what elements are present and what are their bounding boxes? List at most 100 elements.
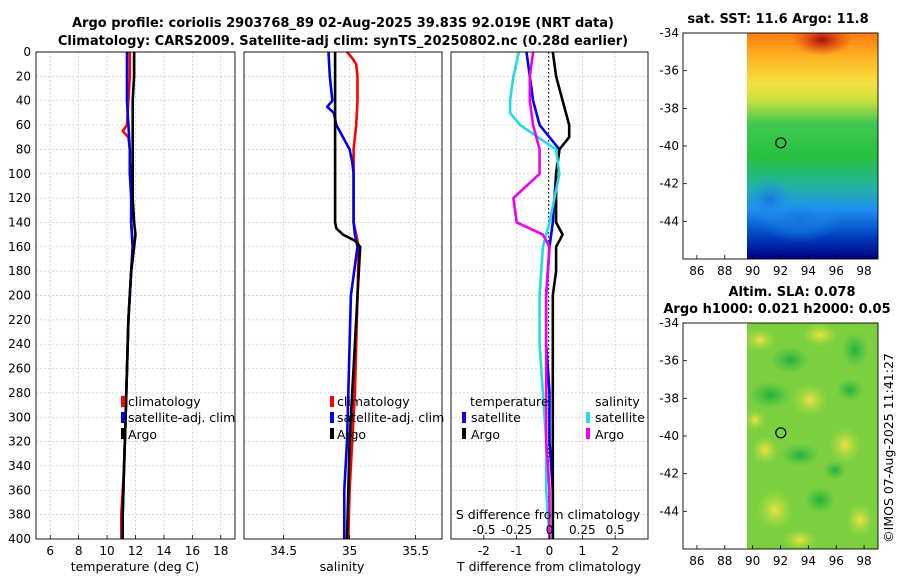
map-x-tick-label: 92 — [773, 264, 788, 278]
y-tick-label: 100 — [8, 167, 31, 181]
legend-label-argo: Argo — [337, 427, 366, 442]
legend-swatch-satellite-adj — [330, 412, 334, 423]
sla-patch — [751, 436, 779, 464]
y-tick-label: 20 — [16, 69, 31, 83]
y-tick-label: 160 — [8, 240, 31, 254]
x-tick-label: 16 — [185, 544, 200, 558]
sla-patch — [747, 410, 765, 430]
legend-swatch-temp-satellite — [462, 412, 466, 423]
sla-patch — [780, 443, 820, 467]
sla-patch — [782, 530, 818, 549]
salinity-x-label: salinity — [320, 559, 365, 574]
y-tick-label: 80 — [16, 142, 31, 156]
legend-label-argo: Argo — [128, 427, 157, 442]
x-tick-label: 1 — [579, 544, 587, 558]
legend-swatch-climatology — [330, 396, 334, 407]
map-y-tick-label: -36 — [659, 64, 679, 78]
legend-swatch-sal-satellite — [586, 412, 590, 423]
depth-y-ticks: 0 20 40 60 80 100 120 140 160 180 200 220 240 260 280 3… — [8, 45, 31, 546]
y-tick-label: 320 — [8, 435, 31, 449]
sla-patch — [757, 490, 793, 530]
legend-swatch-argo — [121, 428, 125, 439]
sla-patch — [748, 381, 792, 409]
map-x-tick-label: 88 — [717, 554, 732, 568]
y-tick-label: 340 — [8, 459, 31, 473]
salinity-legend: climatology satellite-adj. clim Argo — [330, 394, 444, 442]
map-x-tick-label: 90 — [745, 264, 760, 278]
sla-patch — [770, 346, 810, 374]
series-line-argo — [121, 52, 137, 539]
top-tick-label: -0.25 — [501, 523, 532, 537]
sla-patch — [802, 323, 838, 347]
y-tick-label: 120 — [8, 191, 31, 205]
top-tick-label: 0.5 — [606, 523, 625, 537]
map-x-tick-label: 94 — [801, 264, 816, 278]
legend-swatch-argo — [330, 428, 334, 439]
difference-x-label: T difference from climatology — [456, 559, 642, 574]
y-tick-label: 360 — [8, 483, 31, 497]
sla-patch — [836, 378, 864, 402]
map-x-tick-label: 96 — [829, 264, 844, 278]
series-line-salinity-argo — [512, 51, 551, 539]
y-tick-label: 260 — [8, 362, 31, 376]
sla-map: Altim. SLA: 0.078 Argo h1000: 0.021 h200… — [659, 285, 890, 568]
series-line-temperature-argo — [551, 51, 571, 539]
y-tick-label: 140 — [8, 215, 31, 229]
legend-label-sal-satellite: satellite — [595, 410, 645, 425]
map-x-tick-label: 94 — [801, 554, 816, 568]
sla-map-title: Altim. SLA: 0.078 — [729, 285, 856, 300]
difference-x-ticks: -2 -1 0 1 2 — [478, 535, 619, 558]
x-tick-label: 34.5 — [270, 544, 297, 558]
sst-map-title: sat. SST: 11.6 Argo: 11.8 — [687, 12, 868, 27]
y-tick-label: 240 — [8, 337, 31, 351]
x-tick-label: -1 — [511, 544, 523, 558]
sst-warm-patch — [792, 33, 852, 56]
y-tick-label: 280 — [8, 386, 31, 400]
map-x-tick-label: 88 — [717, 264, 732, 278]
salinity-panel: 34.5 35 35.5 salinity climatology satellit… — [243, 51, 444, 574]
map-x-tick-label: 86 — [689, 264, 704, 278]
y-tick-label: 0 — [23, 45, 31, 59]
map-y-tick-label: -44 — [659, 214, 679, 228]
temperature-grid — [36, 51, 235, 540]
sla-patch — [747, 328, 776, 352]
x-tick-label: 0 — [546, 544, 554, 558]
y-tick-label: 400 — [8, 532, 31, 546]
legend-label-temp-argo: Argo — [471, 427, 500, 442]
difference-series — [508, 51, 571, 540]
temperature-series — [120, 52, 137, 539]
temperature-legend: climatology satellite-adj. clim Argo — [121, 394, 235, 442]
legend-title-salinity: salinity — [595, 394, 640, 409]
sla-patch — [823, 460, 847, 480]
map-y-tick-label: -44 — [659, 504, 679, 518]
y-tick-label: 220 — [8, 313, 31, 327]
y-tick-label: 200 — [8, 289, 31, 303]
map-x-tick-label: 92 — [773, 554, 788, 568]
difference-legend: temperature satellite Argo salinity sate… — [462, 394, 645, 442]
sla-anomaly-patches — [747, 323, 874, 549]
legend-swatch-sal-argo — [586, 428, 590, 439]
salinity-axes-frame — [243, 51, 443, 540]
x-tick-label: 6 — [46, 544, 54, 558]
sla-patch — [792, 384, 828, 416]
sla-patch — [846, 504, 874, 536]
x-tick-label: 14 — [156, 544, 171, 558]
map-x-tick-label: 98 — [856, 264, 871, 278]
y-tick-label: 60 — [16, 118, 31, 132]
legend-label-satellite-adj: satellite-adj. clim — [128, 410, 235, 425]
salinity-difference-label: S difference from climatology — [456, 507, 641, 522]
figure-title-line2: Climatology: CARS2009. Satellite-adj cli… — [58, 34, 628, 49]
map-y-tick-label: -38 — [659, 101, 679, 115]
legend-label-sal-argo: Argo — [595, 427, 624, 442]
top-tick-label: 0 — [546, 523, 554, 537]
legend-swatch-satellite-adj — [121, 412, 125, 423]
x-tick-label: -2 — [478, 544, 490, 558]
difference-grid — [451, 51, 648, 540]
y-tick-label: 180 — [8, 264, 31, 278]
salinity-series — [325, 51, 362, 540]
y-tick-label: 380 — [8, 508, 31, 522]
temperature-panel: 6 8 10 12 14 16 18 0 20 40 60 80 100 120 140 160 180 200… — [8, 45, 236, 574]
map-y-tick-label: -34 — [659, 26, 679, 40]
salinity-difference-ticks: -0.5 -0.25 0 0.25 0.5 — [472, 523, 625, 537]
